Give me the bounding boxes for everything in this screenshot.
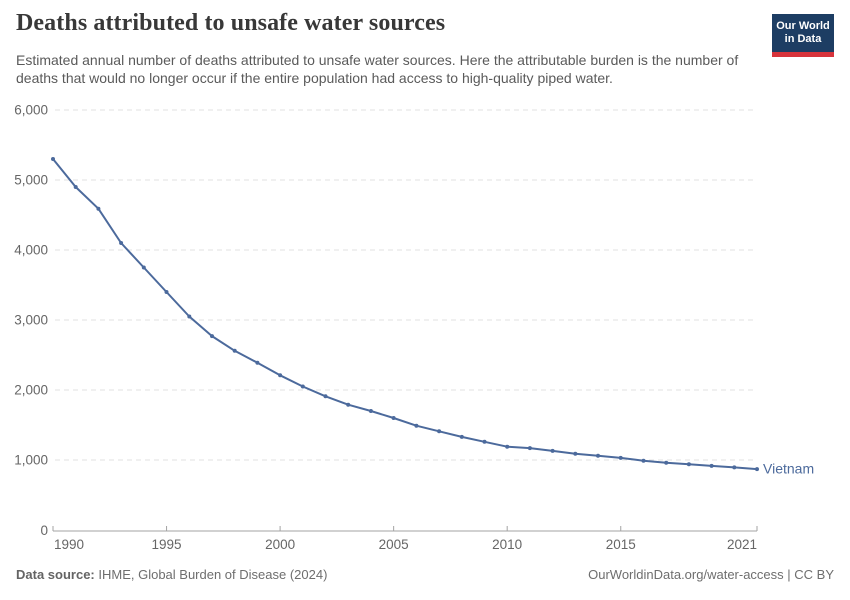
logo-line1: Our World	[776, 20, 830, 32]
data-point	[255, 360, 260, 365]
x-axis-tick-label: 1990	[54, 537, 84, 552]
data-point	[732, 465, 737, 470]
y-axis-tick-label: 1,000	[14, 453, 48, 468]
y-axis-tick-label: 2,000	[14, 383, 48, 398]
chart-footer: Data source: IHME, Global Burden of Dise…	[16, 567, 834, 582]
data-point	[187, 314, 192, 319]
y-axis-tick-label: 6,000	[14, 103, 48, 118]
x-axis-tick-label: 2005	[379, 537, 409, 552]
data-source: Data source: IHME, Global Burden of Dise…	[16, 567, 327, 582]
owid-logo[interactable]: Our World in Data	[772, 14, 834, 57]
data-point	[641, 458, 646, 463]
data-point	[482, 439, 487, 444]
data-point	[596, 453, 600, 458]
data-point	[505, 444, 510, 449]
x-axis-tick-label: 2021	[727, 537, 757, 552]
data-point	[119, 241, 124, 245]
y-axis-tick-label: 0	[40, 523, 48, 538]
entity-label: Vietnam	[763, 461, 814, 477]
credit-link[interactable]: OurWorldinData.org/water-access | CC BY	[588, 567, 834, 582]
data-point	[96, 206, 101, 211]
trend-line	[52, 158, 758, 471]
data-point	[686, 462, 691, 467]
data-source-label: Data source:	[16, 567, 95, 582]
data-point	[368, 409, 373, 413]
data-point	[437, 429, 442, 434]
x-axis-tick-label: 2010	[492, 537, 522, 552]
data-point	[51, 157, 55, 161]
data-point	[300, 384, 305, 389]
data-point	[391, 416, 396, 420]
data-source-text: IHME, Global Burden of Disease (2024)	[94, 567, 328, 582]
data-point	[210, 334, 214, 339]
data-point	[709, 463, 714, 468]
page-title: Deaths attributed to unsafe water source…	[16, 10, 446, 36]
logo-line2: in Data	[784, 33, 822, 45]
data-point	[323, 394, 328, 399]
data-point	[550, 448, 555, 453]
x-axis-tick-label: 1995	[152, 537, 182, 552]
y-axis-tick-label: 5,000	[14, 173, 48, 188]
data-point	[232, 348, 237, 353]
data-point	[164, 290, 169, 294]
data-point	[573, 451, 578, 456]
data-point	[141, 265, 146, 270]
x-axis-tick-label: 2000	[265, 537, 295, 552]
data-point	[414, 423, 419, 428]
data-point	[346, 402, 351, 407]
chart-subtitle: Estimated annual number of deaths attrib…	[16, 52, 739, 86]
data-point	[278, 373, 283, 378]
data-point	[755, 467, 759, 472]
data-point	[459, 434, 464, 439]
data-point	[618, 455, 623, 460]
data-point	[527, 446, 532, 451]
y-axis-tick-label: 3,000	[14, 313, 48, 328]
data-point	[664, 460, 669, 465]
x-axis-tick-label: 2015	[606, 537, 636, 552]
y-axis-tick-label: 4,000	[14, 243, 48, 258]
data-point	[73, 185, 78, 189]
